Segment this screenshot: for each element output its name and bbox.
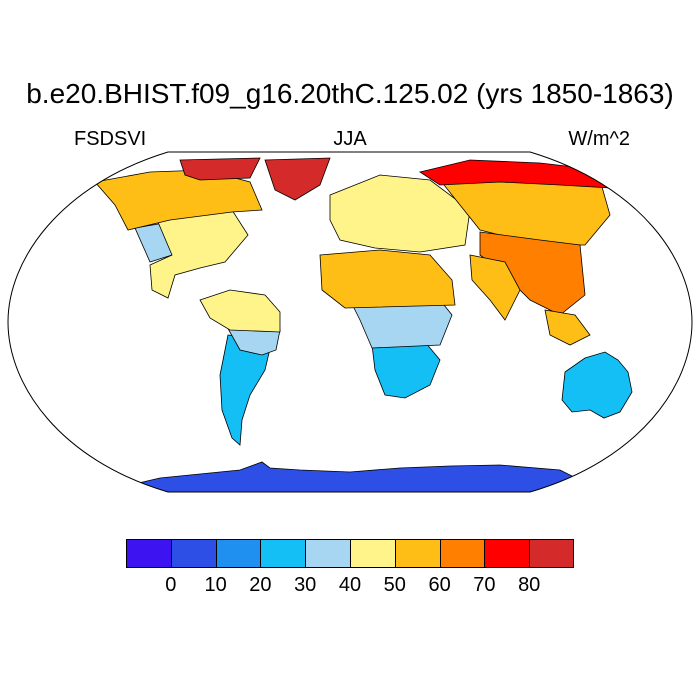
colorbar-tick-label: 60 (428, 574, 451, 596)
colorbar-swatch (484, 539, 530, 568)
canada-region (94, 169, 263, 231)
colorbar-swatch (170, 539, 216, 568)
colorbar-tick-label: 70 (473, 574, 496, 596)
colorbar-tick-label: 20 (249, 574, 272, 596)
map-boundary (7, 151, 693, 493)
arctic-islands-region (179, 157, 261, 181)
sahara-region (319, 249, 456, 309)
units-label: W/m^2 (568, 128, 630, 150)
colorbar-swatch (126, 539, 171, 568)
colorbar-swatch (350, 539, 395, 568)
plot-title: b.e20.BHIST.f09_g16.20thC.125.02 (yrs 18… (26, 78, 674, 109)
india-region (469, 254, 521, 321)
colorbar-tick-label: 10 (204, 574, 227, 596)
colorbar-tick-label: 50 (383, 574, 406, 596)
antarctica-region (119, 461, 591, 492)
southern-africa-region (371, 341, 441, 399)
variable-label: FSDSVI (74, 128, 147, 150)
north-america-region (149, 209, 249, 299)
colorbar-swatch (260, 539, 306, 568)
colorbar-swatch (305, 539, 350, 568)
colorbar-swatch (529, 539, 574, 568)
southeast-asia-region (544, 309, 591, 346)
europe-region (329, 174, 471, 253)
south-america-north-region (199, 289, 281, 333)
land-layer (94, 157, 633, 492)
greenland-region (264, 157, 331, 201)
australia-region (561, 351, 633, 419)
colorbar-swatch (394, 539, 440, 568)
colorbar-swatch (215, 539, 261, 568)
colorbar-tick-label: 40 (338, 574, 362, 596)
season-label: JJA (333, 128, 367, 150)
colorbar-swatch (439, 539, 485, 568)
colorbar-tick-label: 80 (518, 574, 541, 596)
south-america-south-region (219, 334, 273, 446)
colorbar-tick-label: 0 (165, 574, 177, 596)
colorbar-tick-label: 30 (294, 574, 317, 596)
